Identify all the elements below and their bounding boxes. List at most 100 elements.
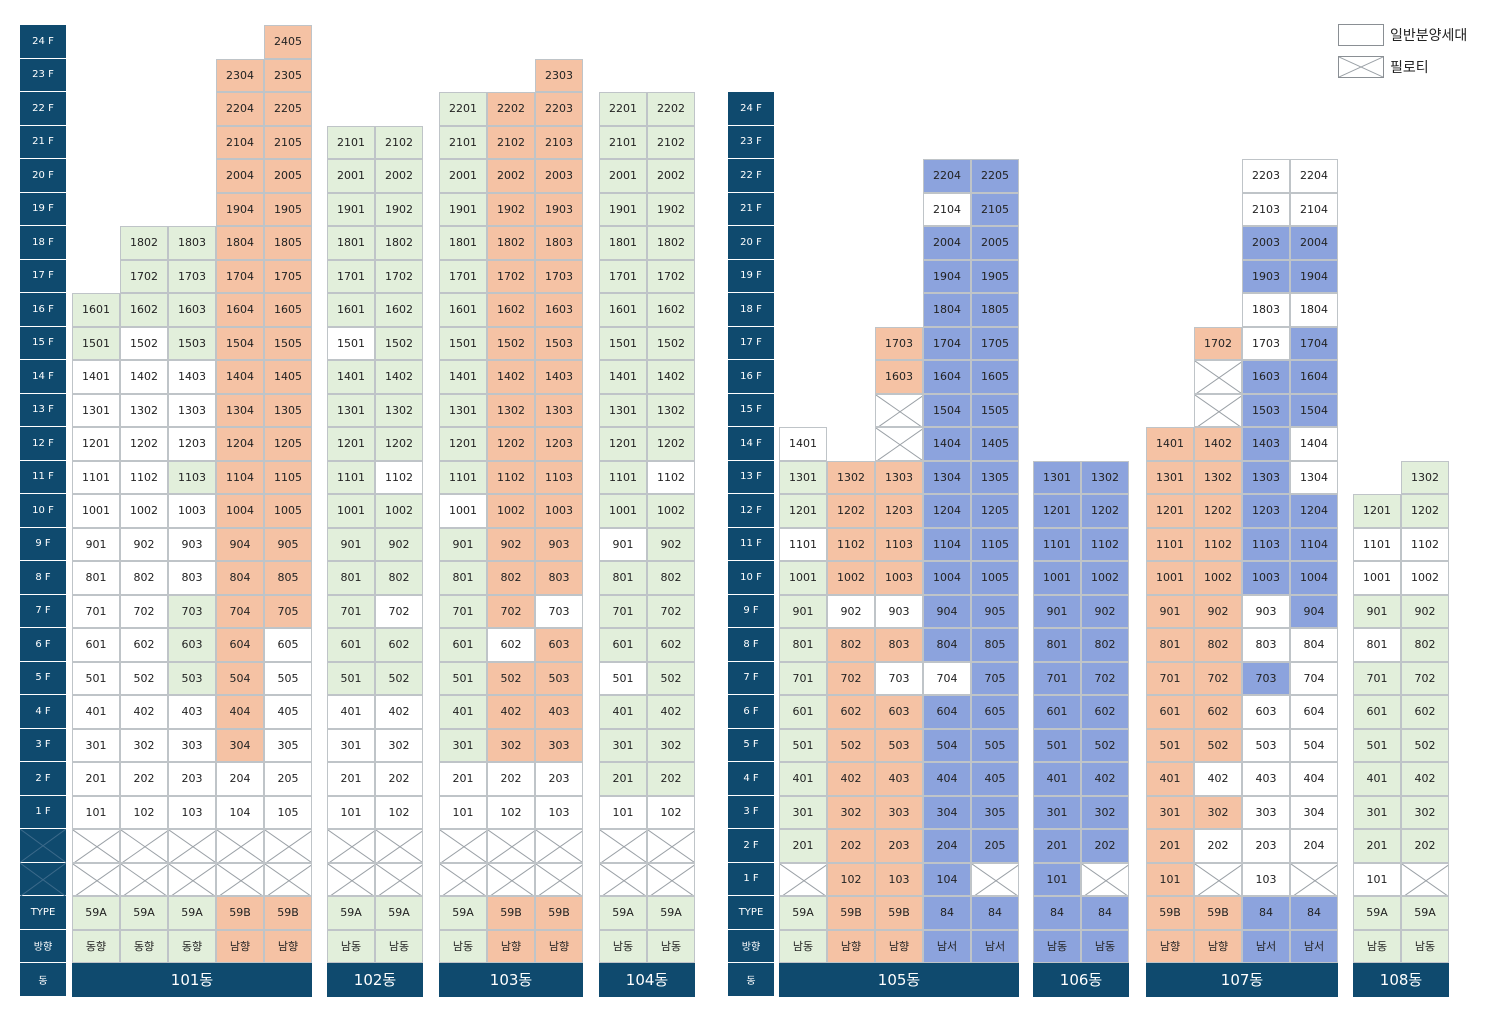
unit-cell[interactable]: 1703	[168, 259, 216, 293]
unit-cell[interactable]: 101	[439, 795, 487, 829]
unit-cell[interactable]: 1103	[535, 460, 583, 494]
unit-cell[interactable]: 301	[779, 795, 827, 829]
unit-cell[interactable]: 1305	[971, 460, 1019, 494]
unit-cell[interactable]: 1202	[375, 427, 423, 461]
unit-cell[interactable]: 201	[1146, 829, 1194, 863]
unit-cell[interactable]: 1702	[647, 259, 695, 293]
unit-cell[interactable]: 1002	[487, 494, 535, 528]
unit-cell[interactable]: 1201	[1146, 494, 1194, 528]
unit-cell[interactable]: 1703	[1242, 326, 1290, 360]
unit-cell[interactable]: 402	[827, 762, 875, 796]
unit-cell[interactable]: 705	[971, 661, 1019, 695]
unit-cell[interactable]: 1503	[535, 326, 583, 360]
unit-cell[interactable]: 1102	[120, 460, 168, 494]
unit-cell[interactable]: 202	[120, 762, 168, 796]
unit-cell[interactable]: 1904	[923, 259, 971, 293]
unit-cell[interactable]: 701	[1033, 661, 1081, 695]
unit-cell[interactable]: 1204	[923, 494, 971, 528]
unit-cell[interactable]: 302	[827, 795, 875, 829]
unit-cell[interactable]: 1403	[168, 360, 216, 394]
unit-cell[interactable]: 1402	[375, 360, 423, 394]
unit-cell[interactable]: 601	[779, 695, 827, 729]
unit-cell[interactable]: 1105	[971, 527, 1019, 561]
unit-cell[interactable]: 1202	[120, 427, 168, 461]
unit-cell[interactable]: 1203	[875, 494, 923, 528]
unit-cell[interactable]: 201	[327, 762, 375, 796]
unit-cell[interactable]: 502	[120, 661, 168, 695]
unit-cell[interactable]: 1401	[599, 360, 647, 394]
unit-cell[interactable]: 501	[599, 661, 647, 695]
unit-cell[interactable]: 2002	[487, 159, 535, 193]
unit-cell[interactable]: 1703	[535, 259, 583, 293]
unit-cell[interactable]: 901	[1353, 594, 1401, 628]
unit-cell[interactable]: 1504	[923, 393, 971, 427]
unit-cell[interactable]: 503	[875, 728, 923, 762]
unit-cell[interactable]: 1104	[216, 460, 264, 494]
unit-cell[interactable]: 2002	[375, 159, 423, 193]
unit-cell[interactable]: 1601	[439, 293, 487, 327]
unit-cell[interactable]: 102	[647, 795, 695, 829]
unit-cell[interactable]: 802	[375, 561, 423, 595]
unit-cell[interactable]: 1901	[599, 192, 647, 226]
unit-cell[interactable]: 602	[120, 628, 168, 662]
unit-cell[interactable]: 903	[168, 527, 216, 561]
unit-cell[interactable]: 2101	[327, 125, 375, 159]
unit-cell[interactable]: 701	[439, 594, 487, 628]
unit-cell[interactable]: 802	[487, 561, 535, 595]
unit-cell[interactable]: 502	[487, 661, 535, 695]
unit-cell[interactable]: 1505	[264, 326, 312, 360]
unit-cell[interactable]: 2102	[375, 125, 423, 159]
unit-cell[interactable]: 602	[1194, 695, 1242, 729]
unit-cell[interactable]: 1001	[1146, 561, 1194, 595]
unit-cell[interactable]: 1301	[327, 393, 375, 427]
unit-cell[interactable]: 1901	[439, 192, 487, 226]
unit-cell[interactable]: 1102	[1401, 527, 1449, 561]
unit-cell[interactable]: 1602	[120, 293, 168, 327]
unit-cell[interactable]: 702	[1401, 661, 1449, 695]
unit-cell[interactable]: 1603	[875, 360, 923, 394]
unit-cell[interactable]: 301	[1033, 795, 1081, 829]
unit-cell[interactable]: 703	[535, 594, 583, 628]
unit-cell[interactable]: 402	[1401, 762, 1449, 796]
unit-cell[interactable]: 1301	[72, 393, 120, 427]
unit-cell[interactable]: 404	[216, 695, 264, 729]
unit-cell[interactable]: 2201	[439, 92, 487, 126]
unit-cell[interactable]: 801	[327, 561, 375, 595]
unit-cell[interactable]: 1402	[1194, 427, 1242, 461]
unit-cell[interactable]: 401	[72, 695, 120, 729]
unit-cell[interactable]: 302	[1081, 795, 1129, 829]
unit-cell[interactable]: 301	[1353, 795, 1401, 829]
unit-cell[interactable]: 802	[1081, 628, 1129, 662]
unit-cell[interactable]: 1201	[72, 427, 120, 461]
unit-cell[interactable]: 801	[779, 628, 827, 662]
unit-cell[interactable]: 1203	[168, 427, 216, 461]
unit-cell[interactable]: 1301	[439, 393, 487, 427]
unit-cell[interactable]: 503	[1242, 728, 1290, 762]
unit-cell[interactable]: 1501	[599, 326, 647, 360]
unit-cell[interactable]: 1902	[487, 192, 535, 226]
unit-cell[interactable]: 1703	[875, 326, 923, 360]
unit-cell[interactable]: 1403	[535, 360, 583, 394]
unit-cell[interactable]: 2005	[264, 159, 312, 193]
unit-cell[interactable]: 901	[1146, 594, 1194, 628]
unit-cell[interactable]: 1205	[971, 494, 1019, 528]
unit-cell[interactable]: 1404	[923, 427, 971, 461]
unit-cell[interactable]: 1702	[487, 259, 535, 293]
unit-cell[interactable]: 201	[1033, 829, 1081, 863]
unit-cell[interactable]: 1501	[327, 326, 375, 360]
unit-cell[interactable]: 405	[971, 762, 1019, 796]
unit-cell[interactable]: 1801	[599, 226, 647, 260]
unit-cell[interactable]: 902	[1401, 594, 1449, 628]
unit-cell[interactable]: 1103	[1242, 527, 1290, 561]
unit-cell[interactable]: 102	[120, 795, 168, 829]
unit-cell[interactable]: 704	[923, 661, 971, 695]
unit-cell[interactable]: 1102	[827, 527, 875, 561]
unit-cell[interactable]: 603	[875, 695, 923, 729]
unit-cell[interactable]: 501	[779, 728, 827, 762]
unit-cell[interactable]: 1802	[120, 226, 168, 260]
unit-cell[interactable]: 104	[923, 862, 971, 896]
unit-cell[interactable]: 305	[264, 728, 312, 762]
unit-cell[interactable]: 504	[923, 728, 971, 762]
unit-cell[interactable]: 402	[375, 695, 423, 729]
unit-cell[interactable]: 1104	[1290, 527, 1338, 561]
